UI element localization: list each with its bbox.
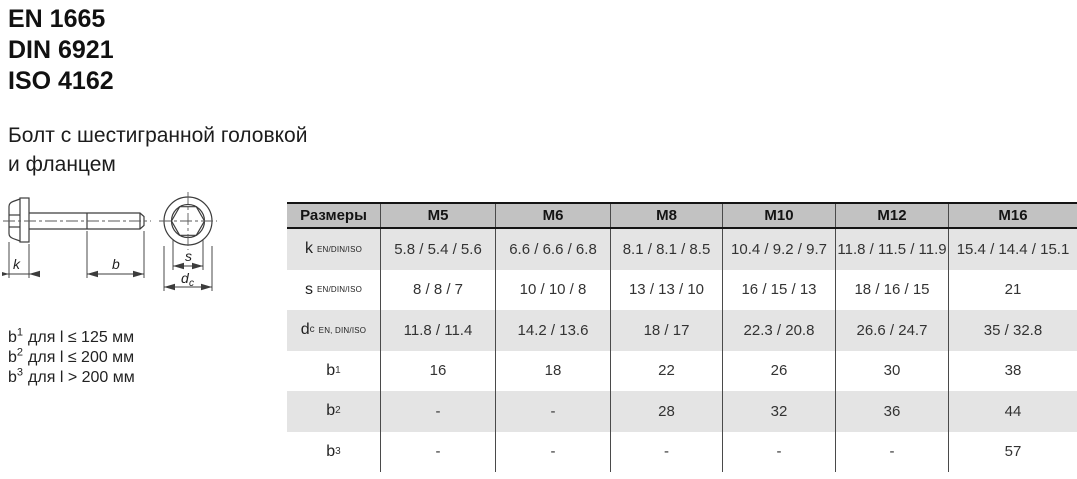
value-cell: - [495,391,610,432]
table-row-dc: d c EN, DIN/ISO 11.8 / 11.4 14.2 / 13.6 18… [287,310,1077,351]
standard-iso: ISO 4162 [8,67,114,95]
header-m8: M8 [610,204,722,227]
value-cell: - [495,431,610,472]
product-title-line2: и фланцем [8,153,116,176]
row-label-dc: d c EN, DIN/ISO [300,321,367,339]
standards-block: EN 1665 DIN 6921 ISO 4162 [8,4,114,97]
table-header-row: Размеры M5 M6 M8 M10 M12 M16 [287,202,1077,229]
table-row-k: k EN/DIN/ISO 5.8 / 5.4 / 5.6 6.6 / 6.6 / … [287,229,1077,270]
value-cell: 18 / 17 [610,310,722,351]
value-cell: - [380,391,495,432]
header-m10: M10 [722,204,835,227]
value-cell: 44 [948,391,1077,432]
value-cell: 16 / 15 / 13 [722,269,835,310]
value-cell: 8.1 / 8.1 / 8.5 [610,229,722,270]
header-m5: M5 [380,204,495,227]
product-title-line1: Болт с шестигранной головкой [8,124,308,147]
dim-label-dc: d [181,270,190,286]
value-cell: - [610,431,722,472]
value-cell: 8 / 8 / 7 [380,269,495,310]
value-cell: 30 [835,350,948,391]
value-cell: 5.8 / 5.4 / 5.6 [380,229,495,270]
value-cell: 26 [722,350,835,391]
value-cell: 38 [948,350,1077,391]
value-cell: - [380,431,495,472]
value-cell: 32 [722,391,835,432]
value-cell: 21 [948,269,1077,310]
dim-label-dc-sub: c [189,278,194,289]
value-cell: 11.8 / 11.5 / 11.9 [835,229,948,270]
footnote-b1: b1 для l ≤ 125 мм [8,326,135,346]
value-cell: 11.8 / 11.4 [380,310,495,351]
value-cell: 16 [380,350,495,391]
footnote-b2: b2 для l ≤ 200 мм [8,346,135,366]
value-cell: 10.4 / 9.2 / 9.7 [722,229,835,270]
footnote-b3: b3 для l > 200 мм [8,366,135,386]
standard-din: DIN 6921 [8,36,114,64]
bolt-end-view: s d c [159,192,217,291]
table-row-s: s EN/DIN/ISO 8 / 8 / 7 10 / 10 / 8 13 / 1… [287,269,1077,310]
header-m12: M12 [835,204,948,227]
standard-en: EN 1665 [8,5,106,33]
hex-socket-outline [170,206,206,236]
bolt-side-view: k b [2,197,151,278]
value-cell: 28 [610,391,722,432]
value-cell: - [835,431,948,472]
header-m16: M16 [948,204,1077,227]
value-cell: 36 [835,391,948,432]
dim-label-k: k [13,256,21,272]
value-cell: 57 [948,431,1077,472]
bolt-technical-drawing: k b s d c [2,192,217,291]
row-label-s: s EN/DIN/ISO [304,280,363,298]
product-title: Болт с шестигранной головкой и фланцем [8,121,307,179]
value-cell: 22 [610,350,722,391]
value-cell: 18 [495,350,610,391]
value-cell: 35 / 32.8 [948,310,1077,351]
dim-label-s: s [185,248,192,264]
value-cell: - [722,431,835,472]
dimensions-table: Размеры M5 M6 M8 M10 M12 M16 k EN/DIN/ISO… [287,202,1077,472]
value-cell: 26.6 / 24.7 [835,310,948,351]
dim-label-b: b [112,256,120,272]
header-m6: M6 [495,204,610,227]
value-cell: 6.6 / 6.6 / 6.8 [495,229,610,270]
value-cell: 13 / 13 / 10 [610,269,722,310]
row-label-k: k EN/DIN/ISO [304,240,363,258]
value-cell: 18 / 16 / 15 [835,269,948,310]
value-cell: 15.4 / 14.4 / 15.1 [948,229,1077,270]
value-cell: 22.3 / 20.8 [722,310,835,351]
footnotes-block: b1 для l ≤ 125 мм b2 для l ≤ 200 мм b3 для … [8,326,135,388]
value-cell: 14.2 / 13.6 [495,310,610,351]
value-cell: 10 / 10 / 8 [495,269,610,310]
header-sizes: Размеры [300,207,367,224]
